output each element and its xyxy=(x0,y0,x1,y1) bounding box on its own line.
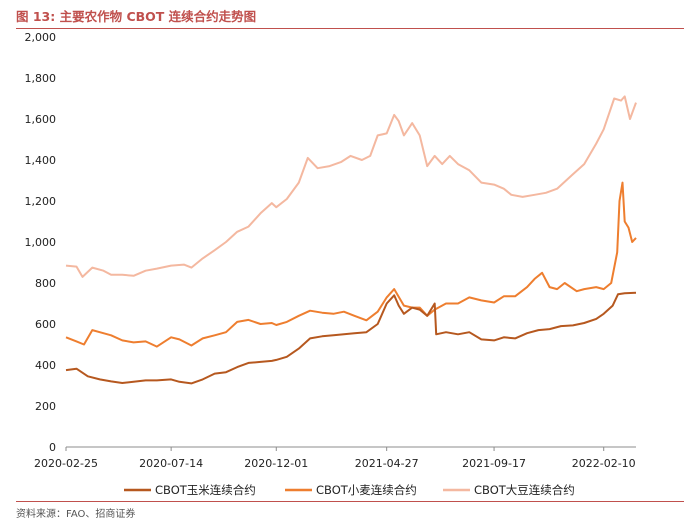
x-tick-label: 2022-02-10 xyxy=(572,457,636,470)
x-tick-label: 2020-02-25 xyxy=(34,457,98,470)
y-tick-label: 1,000 xyxy=(25,236,57,249)
x-tick-label: 2021-09-17 xyxy=(462,457,526,470)
series-line-wheat xyxy=(65,181,637,348)
y-tick-label: 1,800 xyxy=(25,72,57,85)
title-divider xyxy=(16,28,684,29)
legend-label-wheat: CBOT小麦连续合约 xyxy=(316,483,417,497)
y-tick-label: 1,200 xyxy=(25,195,57,208)
legend-label-soy: CBOT大豆连续合约 xyxy=(474,483,575,497)
source-note: 资料来源：FAO、招商证券 xyxy=(16,509,136,520)
y-tick-label: 1,400 xyxy=(25,154,57,167)
figure-title: 图 13: 主要农作物 CBOT 连续合约走势图 xyxy=(16,9,257,24)
series-line-corn xyxy=(65,291,637,385)
y-tick-label: 1,600 xyxy=(25,113,57,126)
x-tick-label: 2020-07-14 xyxy=(139,457,203,470)
legend: CBOT玉米连续合约 CBOT小麦连续合约 CBOT大豆连续合约 xyxy=(124,483,575,497)
x-tick-label: 2020-12-01 xyxy=(244,457,308,470)
y-tick-label: 0 xyxy=(49,441,56,454)
y-tick-label: 400 xyxy=(35,359,56,372)
series-line-soy xyxy=(65,95,637,278)
y-tick-label: 200 xyxy=(35,400,56,413)
y-tick-label: 600 xyxy=(35,318,56,331)
legend-label-corn: CBOT玉米连续合约 xyxy=(155,483,256,497)
footer-divider xyxy=(16,501,684,502)
y-axis: 0 200 400 600 800 1,000 1,200 1,400 1,600 1,800 2,… xyxy=(25,31,57,454)
y-tick-label: 800 xyxy=(35,277,56,290)
y-tick-label: 2,000 xyxy=(25,31,57,44)
x-tick-label: 2021-04-27 xyxy=(355,457,419,470)
series-layer xyxy=(65,95,637,385)
x-axis: 2020-02-25 2020-07-14 2020-12-01 2021-04-27… xyxy=(34,446,636,470)
